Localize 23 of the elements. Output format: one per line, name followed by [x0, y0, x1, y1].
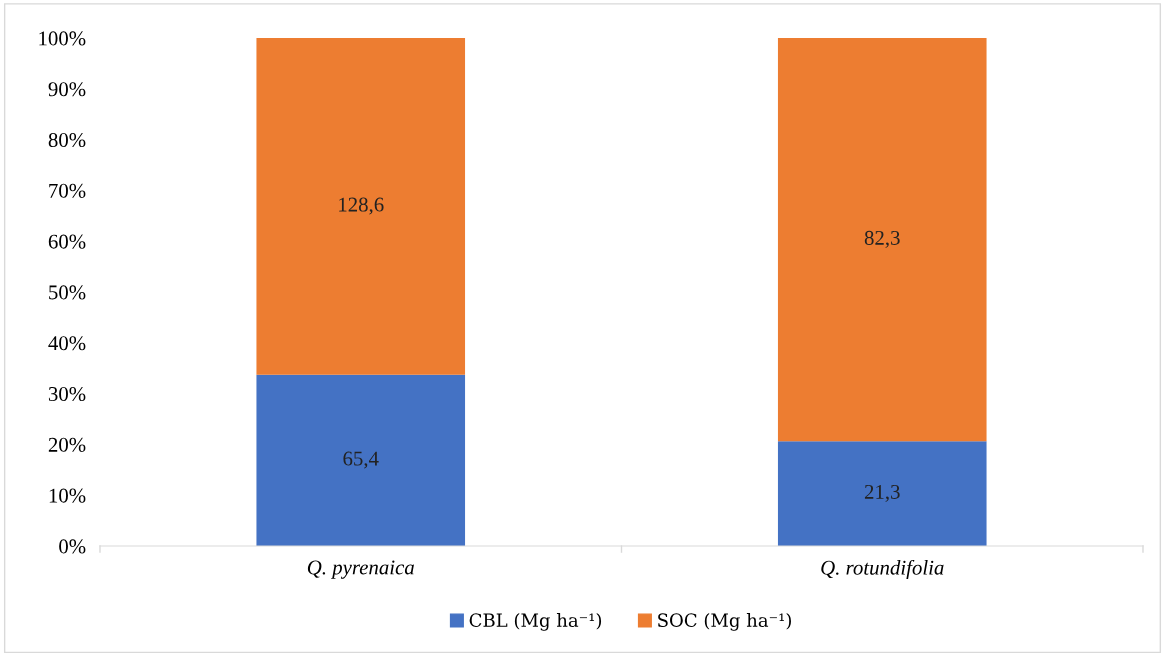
y-tick-label: 50%: [49, 285, 86, 300]
y-tick-label: 30%: [48, 386, 86, 402]
y-tick-label: 70%: [49, 183, 86, 198]
annotation: 82,3: [864, 230, 900, 248]
annotation: 21,3: [864, 484, 900, 502]
bar: [777, 441, 987, 546]
x-tick-label: Q. rotundifolia: [821, 559, 944, 579]
annotation: 128,6: [339, 197, 384, 215]
y-tick-label: 20%: [48, 437, 86, 452]
legend-label: CBL (Mg ha⁻¹): [469, 613, 602, 631]
y-tick-label: 100%: [39, 31, 86, 46]
y-tick-label: 0%: [59, 539, 86, 554]
legend-label: SOC (Mg ha⁻¹): [658, 613, 791, 631]
y-tick-label: 80%: [48, 132, 86, 148]
bar: [256, 38, 466, 375]
bar: [256, 374, 466, 546]
y-tick-label: 10%: [49, 488, 86, 503]
annotation: 65,4: [343, 451, 379, 469]
y-tick-label: 90%: [48, 82, 86, 97]
y-tick-label: 40%: [48, 336, 86, 351]
bar: [777, 38, 987, 442]
x-tick-label: Q. pyrenaica: [307, 560, 414, 579]
y-tick-label: 60%: [48, 234, 86, 249]
